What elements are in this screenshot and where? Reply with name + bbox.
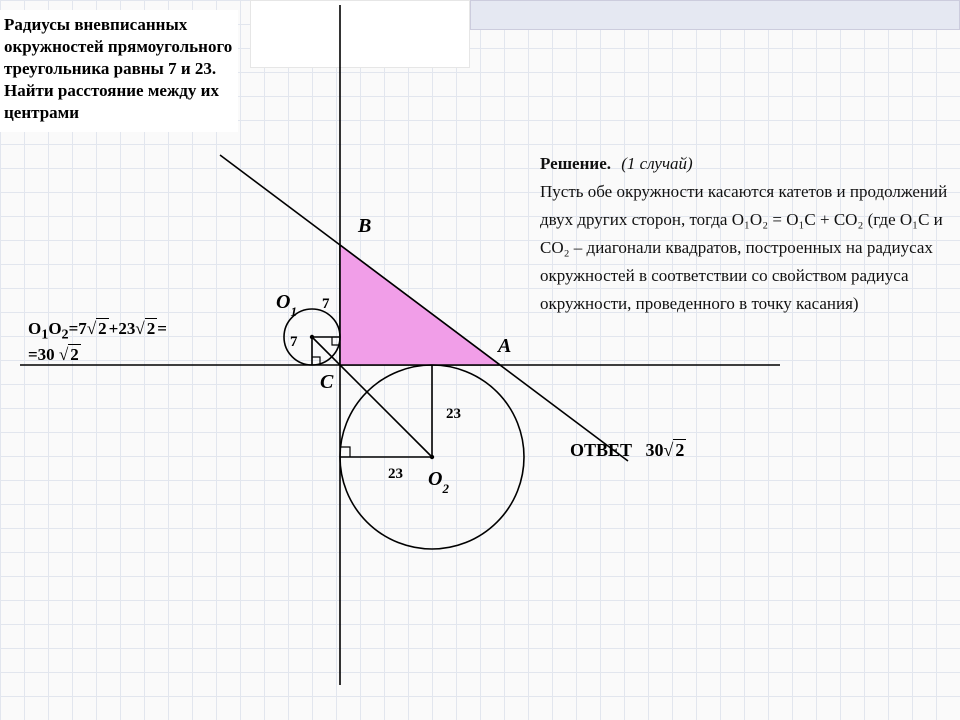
svg-text:A: A: [496, 335, 511, 357]
svg-text:O2: O2: [428, 468, 449, 496]
svg-text:7: 7: [290, 334, 298, 350]
svg-text:C: C: [320, 371, 334, 393]
svg-text:23: 23: [446, 406, 461, 422]
geometry-diagram: A B C O1 O2 7 7 23 23: [0, 0, 960, 720]
svg-text:23: 23: [388, 466, 403, 482]
svg-text:B: B: [357, 215, 371, 237]
svg-text:7: 7: [322, 296, 330, 312]
svg-text:O1: O1: [276, 291, 297, 319]
